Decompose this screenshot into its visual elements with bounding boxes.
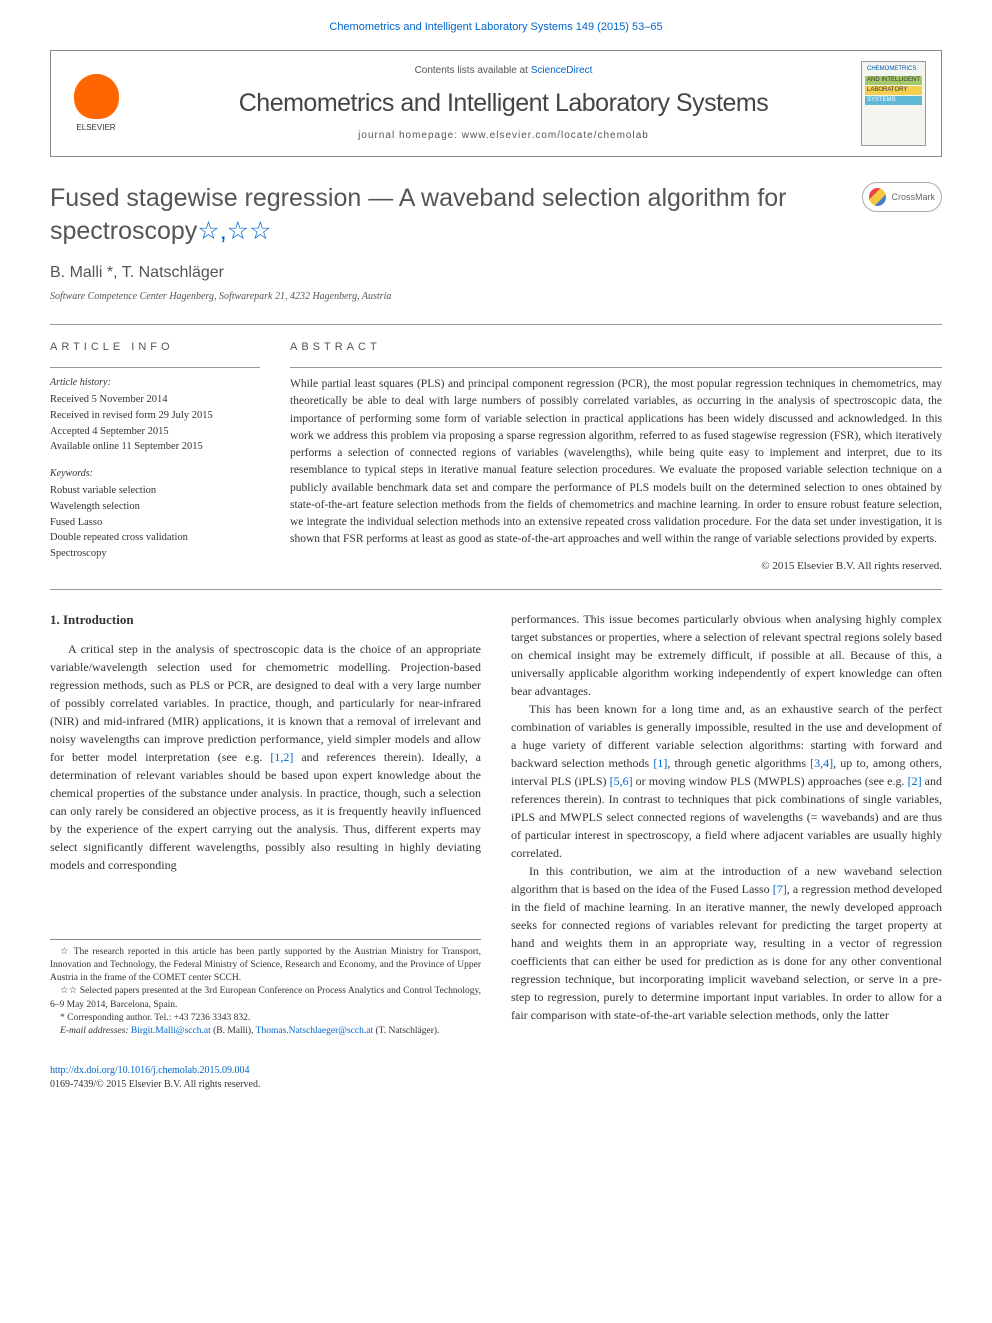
article-title: Fused stagewise regression — A waveband … [50,182,842,247]
keywords-label: Keywords: [50,467,260,481]
body-paragraph: In this contribution, we aim at the intr… [511,862,942,1024]
crossmark-icon [869,188,886,206]
journal-header: ELSEVIER Contents lists available at Sci… [50,50,942,157]
crossmark-badge[interactable]: CrossMark [862,182,942,212]
history-item: Available online 11 September 2015 [50,439,260,455]
abstract-text: While partial least squares (PLS) and pr… [290,368,942,549]
body-paragraph: This has been known for a long time and,… [511,700,942,862]
authors: B. Malli *, T. Natschläger [50,262,942,284]
history-item: Received in revised form 29 July 2015 [50,408,260,424]
keyword-item: Spectroscopy [50,546,260,562]
divider [50,589,942,590]
elsevier-tree-icon [74,74,119,119]
sciencedirect-link[interactable]: ScienceDirect [531,65,593,76]
elsevier-logo[interactable]: ELSEVIER [66,71,126,136]
keyword-item: Double repeated cross validation [50,530,260,546]
email-link[interactable]: Thomas.Natschlaeger@scch.at [256,1026,373,1036]
journal-citation-link[interactable]: Chemometrics and Intelligent Laboratory … [50,20,942,35]
keyword-item: Wavelength selection [50,499,260,515]
journal-cover-thumbnail[interactable]: CHEMOMETRICS AND INTELLIGENT LABORATORY … [861,61,926,146]
journal-homepage[interactable]: journal homepage: www.elsevier.com/locat… [146,129,861,143]
ref-link[interactable]: [3,4] [810,756,833,770]
abstract-label: abstract [290,340,942,355]
history-item: Received 5 November 2014 [50,392,260,408]
footnote: * Corresponding author. Tel.: +43 7236 3… [50,1012,481,1025]
ref-link[interactable]: [7] [773,882,787,896]
article-info-label: article info [50,340,260,355]
issn-copyright: 0169-7439/© 2015 Elsevier B.V. All right… [50,1079,260,1090]
footnote-stars: ☆,☆☆ [197,217,271,245]
ref-link[interactable]: [1,2] [270,750,293,764]
intro-heading: 1. Introduction [50,610,481,630]
body-paragraph: A critical step in the analysis of spect… [50,640,481,874]
contents-list-line: Contents lists available at ScienceDirec… [146,64,861,78]
history-item: Accepted 4 September 2015 [50,424,260,440]
keyword-item: Robust variable selection [50,483,260,499]
article-body: 1. Introduction A critical step in the a… [50,610,942,1039]
body-paragraph: performances. This issue becomes particu… [511,610,942,700]
footnotes: ☆ The research reported in this article … [50,939,481,1039]
footnote: E-mail addresses: Birgit.Malli@scch.at (… [50,1025,481,1038]
elsevier-text: ELSEVIER [76,122,115,133]
ref-link[interactable]: [1] [653,756,667,770]
affiliation: Software Competence Center Hagenberg, So… [50,290,942,304]
doi-link[interactable]: http://dx.doi.org/10.1016/j.chemolab.201… [50,1065,250,1076]
footnote: ☆☆ Selected papers presented at the 3rd … [50,985,481,1012]
copyright: © 2015 Elsevier B.V. All rights reserved… [290,559,942,574]
page-footer: http://dx.doi.org/10.1016/j.chemolab.201… [50,1064,942,1092]
email-link[interactable]: Birgit.Malli@scch.at [131,1026,211,1036]
journal-name: Chemometrics and Intelligent Laboratory … [146,86,861,121]
keyword-item: Fused Lasso [50,515,260,531]
ref-link[interactable]: [2] [908,774,922,788]
history-label: Article history: [50,376,260,390]
footnote: ☆ The research reported in this article … [50,946,481,986]
ref-link[interactable]: [5,6] [610,774,633,788]
